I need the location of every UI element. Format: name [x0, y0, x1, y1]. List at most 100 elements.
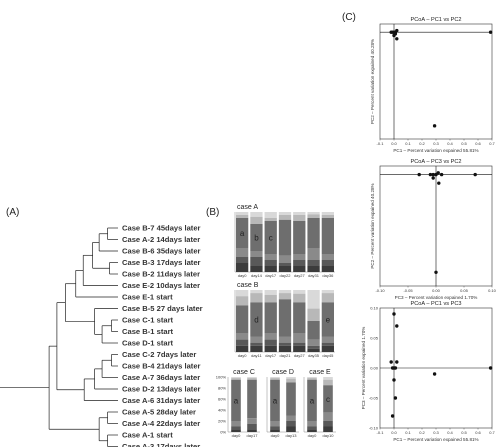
stacked-bar-segment [278, 345, 292, 352]
stacked-bar-xtick: day36 [322, 273, 334, 278]
stacked-bar-segment [247, 379, 257, 419]
scatter-xtick: 0.05 [460, 288, 469, 293]
scatter-xtick: 0.1 [405, 430, 411, 435]
stacked-bar-segment [307, 429, 317, 432]
dendrogram-leaf-label: Case C-1 start [122, 316, 174, 325]
stacked-bar-ytick: 40% [218, 408, 226, 413]
scatter-point [393, 366, 398, 370]
stacked-bar-segment [236, 212, 249, 215]
scatter-point [389, 360, 393, 364]
stacked-bar-segment [270, 379, 280, 421]
scatter-title: PCoA – PC1 vs PC3 [411, 301, 462, 307]
stacked-bar-segment [250, 224, 263, 251]
pcoa-pc1-vs-pc2: PCoA – PC1 vs PC2 -0.1 0.0 0.1 0.2 0.3 0.4 0.5 0… [370, 17, 496, 153]
stacked-bar-segment [236, 333, 249, 340]
scatter-ylabel: PC3 – Percent variation expained 1.70% [361, 327, 366, 410]
stacked-bar-segment [323, 412, 333, 421]
scatter-point [428, 172, 433, 177]
dendrogram-leaf-label: Case D-2 13days later [122, 385, 201, 394]
scatter-title: PCoA – PC3 vs PC2 [411, 159, 462, 165]
stacked-bar-segment [307, 339, 320, 346]
stacked-bar-segment-label: a [234, 396, 239, 405]
stacked-bar-segment [250, 266, 263, 272]
stacked-bar-xtick: day10 [323, 433, 335, 438]
stacked-bar-xtick: day17 [265, 353, 277, 358]
scatter-point [392, 378, 396, 382]
stacked-bar-segment [307, 260, 320, 266]
stacked-bar-segment [293, 212, 306, 215]
stacked-bar-segment [278, 266, 292, 272]
stacked-bar-case-d: case D day0 a day13 [266, 369, 299, 438]
stacked-bar-segment [278, 263, 292, 266]
stacked-bar-segment [307, 379, 317, 421]
stacked-bar-segment [293, 290, 306, 294]
stacked-bar-segment [250, 290, 263, 294]
stacked-bar-xtick: day21 [280, 353, 292, 358]
scatter-xlabel: PC3 – Percent variation expained 1.70% [395, 295, 478, 300]
stacked-bar-segment [293, 342, 306, 346]
stacked-bar-segment [278, 336, 292, 343]
stacked-bar-segment [307, 212, 320, 215]
scatter-xtick: 0.2 [419, 141, 425, 146]
scatter-point [431, 172, 435, 177]
stacked-bar-ytick: 20% [218, 419, 226, 424]
scatter-point [390, 366, 395, 370]
stacked-bar-segment [321, 266, 334, 272]
stacked-bar-segment [264, 254, 277, 260]
scatter-xtick: 0.4 [447, 430, 453, 435]
stacked-bar-case-e: case E day0 a day10 c [303, 369, 336, 438]
scatter-xtick: 0.0 [391, 430, 397, 435]
scatter-xtick: 0.3 [433, 430, 439, 435]
stacked-bar-segment [323, 377, 333, 380]
scatter-point [395, 28, 399, 33]
stacked-bar-segment-label: c [269, 234, 273, 243]
stacked-bar-segment [250, 302, 263, 337]
scatter-point [431, 176, 435, 180]
stacked-bar-segment-label: a [273, 396, 278, 405]
scatter-frame [379, 23, 493, 140]
stacked-bar-segment-label: b [254, 234, 259, 243]
stacked-bar-xtick: day14 [251, 273, 263, 278]
stacked-bar-xtick: day27 [294, 273, 306, 278]
stacked-bar-segment [236, 215, 249, 218]
dendrogram-leaf-label: Case B-7 45days later [122, 224, 201, 233]
stacked-bar-segment [307, 348, 320, 352]
stacked-bar-segment [323, 379, 333, 386]
scatter-ytick: -0.05 [369, 395, 379, 400]
stacked-bar-segment [323, 385, 333, 413]
stacked-bar-segment [286, 377, 296, 379]
stacked-bar-segment [264, 290, 277, 295]
stacked-bar-segment [250, 216, 263, 224]
stacked-bar-segment [286, 426, 296, 432]
stacked-bar-segment [278, 293, 292, 300]
scatter-xlabel: PC1 – Percent variation expained 55.81% [393, 437, 478, 442]
panel-letter-c: (C) [342, 12, 356, 23]
stacked-bar-xtick: day45 [322, 353, 334, 358]
stacked-bar-title: case A [237, 204, 258, 211]
dendrogram-leaf-label: Case E-2 10days later [122, 281, 200, 290]
stacked-bar-title: case D [272, 369, 294, 376]
stacked-bar-segment [293, 221, 306, 254]
stacked-bar-segment [278, 299, 292, 337]
stacked-bar-segment [264, 345, 277, 352]
stacked-bar-segment [307, 377, 317, 379]
stacked-bar-segment [250, 336, 263, 343]
scatter-xlabel: PC1 – Percent variation expained 55.81% [393, 148, 478, 153]
stacked-bar-segment [270, 421, 280, 427]
dendrogram-leaf-label: Case C-2 7days later [122, 350, 196, 359]
stacked-bar-xtick: day17 [247, 433, 259, 438]
stacked-bar-segment [321, 215, 334, 218]
stacked-bar-segment [321, 293, 334, 303]
scatter-xtick: 0.6 [475, 141, 481, 146]
scatter-point [393, 32, 398, 36]
stacked-bar-segment [250, 342, 263, 346]
stacked-bar-segment [278, 215, 292, 220]
scatter-point [473, 172, 477, 177]
dendrogram-leaf-label: Case A-7 36days later [122, 373, 200, 382]
stacked-bar-segment [250, 212, 263, 217]
stacked-bar-xtick: day22 [280, 273, 292, 278]
stacked-bar-segment [321, 336, 334, 343]
scatter-xtick: 0.7 [489, 141, 495, 146]
stacked-bar-segment [247, 378, 257, 380]
stacked-bar-segment [247, 377, 257, 379]
